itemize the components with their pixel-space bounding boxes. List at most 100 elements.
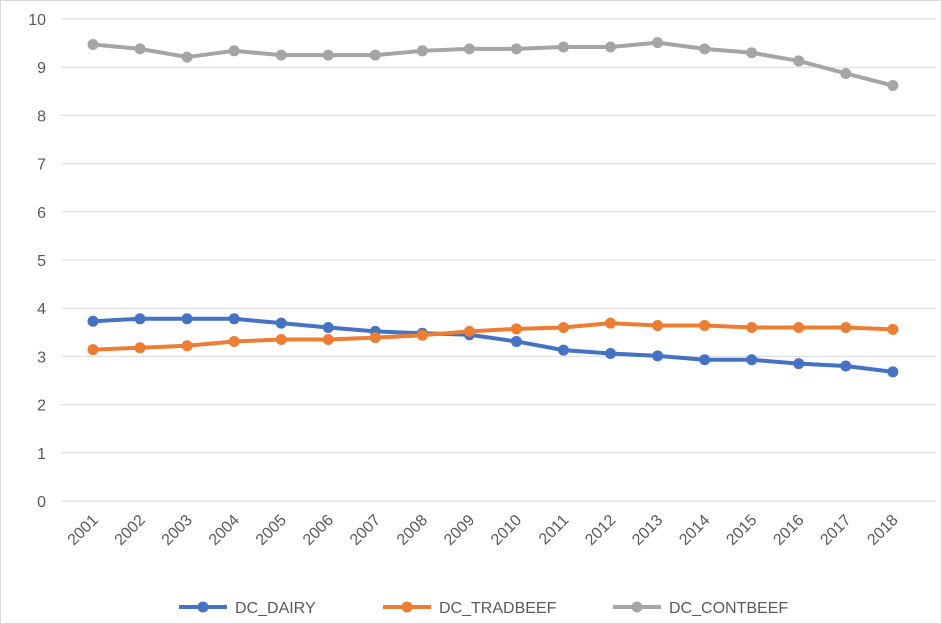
- y-tick-label: 10: [28, 12, 46, 29]
- data-point: [510, 323, 522, 335]
- data-point: [181, 340, 193, 352]
- legend-label: DC_DAIRY: [235, 600, 316, 617]
- x-tick-label: 2004: [206, 512, 243, 549]
- x-tick-label: 2003: [159, 512, 196, 549]
- x-tick-label: 2009: [441, 512, 478, 549]
- data-point: [887, 323, 899, 335]
- data-point: [322, 49, 334, 61]
- data-point: [134, 342, 146, 354]
- y-axis-tick-labels: 0 1 2 3 4 5 6 7 8 9 10: [28, 12, 46, 511]
- legend-item: DC_CONTBEEF: [613, 600, 788, 617]
- data-point: [87, 39, 99, 51]
- data-point: [699, 320, 711, 332]
- data-point: [322, 334, 334, 346]
- data-point: [87, 315, 99, 327]
- x-tick-label: 2007: [347, 512, 384, 549]
- data-point: [605, 317, 617, 329]
- data-point: [652, 350, 664, 362]
- y-tick-label: 4: [37, 301, 46, 318]
- data-point: [746, 47, 758, 59]
- data-point: [416, 45, 428, 57]
- data-point: [416, 329, 428, 341]
- data-point: [87, 344, 99, 356]
- x-tick-label: 2015: [723, 512, 760, 549]
- data-point: [793, 55, 805, 67]
- data-point: [181, 313, 193, 325]
- legend-swatch-marker: [401, 601, 413, 613]
- data-point: [887, 366, 899, 378]
- data-point: [463, 43, 475, 55]
- data-point: [558, 41, 569, 53]
- legend-label: DC_CONTBEEF: [669, 600, 788, 617]
- x-tick-label: 2018: [864, 512, 901, 549]
- legend-label: DC_TRADBEEF: [439, 600, 557, 617]
- data-point: [463, 325, 475, 337]
- data-point: [558, 344, 569, 356]
- data-point: [558, 321, 569, 333]
- x-tick-label: 2002: [112, 512, 149, 549]
- y-tick-label: 2: [37, 398, 46, 415]
- x-tick-label: 2010: [488, 512, 525, 549]
- y-tick-label: 0: [37, 494, 46, 511]
- series-dc-contbeef: [87, 37, 899, 92]
- data-point: [228, 313, 240, 325]
- legend-swatch-marker: [631, 601, 643, 613]
- x-tick-label: 2017: [817, 512, 854, 549]
- legend: DC_DAIRY DC_TRADBEEF DC_CONTBEEF: [179, 600, 788, 617]
- data-point: [840, 67, 852, 79]
- x-tick-label: 2013: [629, 512, 666, 549]
- legend-item: DC_DAIRY: [179, 600, 316, 617]
- x-tick-label: 2001: [65, 512, 102, 549]
- data-point: [652, 37, 664, 49]
- data-point: [369, 49, 381, 61]
- data-point: [134, 43, 146, 55]
- series-lines: [87, 37, 899, 378]
- data-point: [746, 354, 758, 366]
- y-tick-label: 8: [37, 108, 46, 125]
- x-tick-label: 2016: [770, 512, 807, 549]
- data-point: [746, 321, 758, 333]
- series-line: [91, 40, 895, 88]
- data-point: [793, 358, 805, 370]
- x-tick-label: 2011: [536, 512, 572, 548]
- data-point: [605, 41, 617, 53]
- data-point: [228, 335, 240, 347]
- x-tick-label: 2012: [582, 512, 619, 549]
- data-point: [275, 334, 287, 346]
- data-point: [652, 320, 664, 332]
- data-point: [699, 43, 711, 55]
- data-point: [793, 321, 805, 333]
- x-tick-label: 2006: [300, 512, 337, 549]
- data-point: [840, 321, 852, 333]
- data-point: [322, 321, 334, 333]
- data-point: [840, 360, 852, 372]
- series-line: [91, 316, 895, 374]
- data-point: [275, 317, 287, 329]
- data-point: [887, 80, 899, 92]
- data-point: [228, 45, 240, 57]
- y-tick-label: 5: [37, 253, 46, 270]
- data-point: [510, 335, 522, 347]
- legend-item: DC_TRADBEEF: [383, 600, 557, 617]
- x-axis-tick-labels: 2001 2002 2003 2004 2005 2006 2007 2008 2009 2010…: [65, 512, 902, 549]
- series-line: [91, 321, 895, 352]
- x-tick-label: 2014: [676, 512, 713, 549]
- legend-swatch-marker: [197, 601, 209, 613]
- data-point: [605, 348, 617, 360]
- data-point: [275, 49, 287, 61]
- x-tick-label: 2008: [394, 512, 431, 549]
- gridlines: [61, 18, 936, 502]
- x-tick-label: 2005: [253, 512, 290, 549]
- data-point: [181, 51, 193, 63]
- data-point: [510, 43, 522, 55]
- y-tick-label: 6: [37, 205, 46, 222]
- y-tick-label: 1: [37, 446, 46, 463]
- data-point: [369, 332, 381, 344]
- y-tick-label: 7: [37, 157, 46, 174]
- data-point: [699, 354, 711, 366]
- series-dc-tradbeef: [87, 317, 899, 356]
- y-tick-label: 3: [37, 349, 46, 366]
- y-tick-label: 9: [37, 60, 46, 77]
